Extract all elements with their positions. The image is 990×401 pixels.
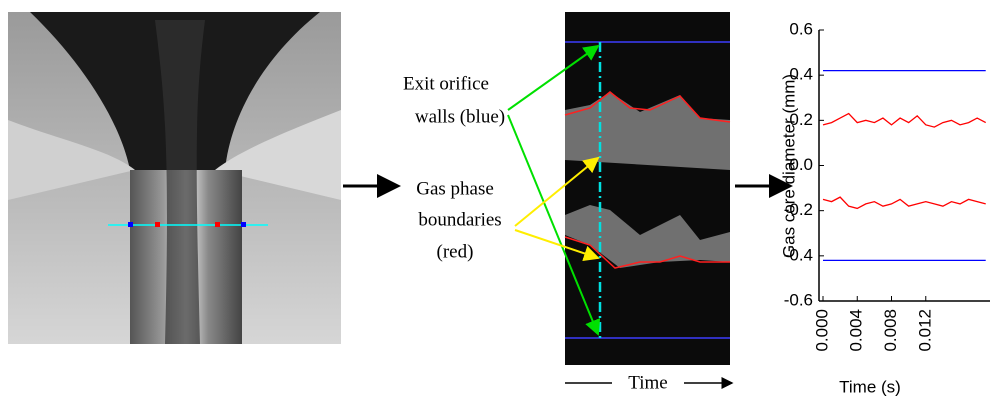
annotation: (red) — [437, 241, 474, 262]
annotation: walls (blue) — [415, 106, 505, 127]
x-tick-label: 0.004 — [847, 309, 866, 352]
x-axis-label: Time (s) — [839, 377, 901, 396]
y-tick-label: -0.2 — [784, 200, 813, 219]
annotation: Exit orifice — [403, 73, 489, 94]
x-tick-label: 0.000 — [812, 309, 831, 352]
plot-area — [823, 71, 986, 261]
y-tick-label: -0.6 — [784, 290, 813, 309]
y-tick-label: -0.4 — [784, 245, 813, 264]
y-tick-label: 0.6 — [789, 19, 813, 38]
figure-svg: Exit orifice walls (blue) Gas phase boun… — [0, 0, 990, 401]
annotation: boundaries — [418, 209, 501, 230]
annotation: Gas phase — [416, 178, 494, 199]
time-label: Time — [628, 372, 667, 393]
figure: Exit orifice walls (blue) Gas phase boun… — [0, 0, 990, 401]
x-tick-label: 0.012 — [915, 309, 934, 352]
data-line — [823, 114, 986, 128]
y-tick-label: 0.4 — [789, 65, 813, 84]
y-tick-label: 0.0 — [789, 155, 813, 174]
x-tick-label: 0.008 — [881, 309, 900, 352]
data-line — [823, 197, 986, 208]
nozzle-image — [8, 12, 341, 344]
y-tick-label: 0.2 — [789, 110, 813, 129]
